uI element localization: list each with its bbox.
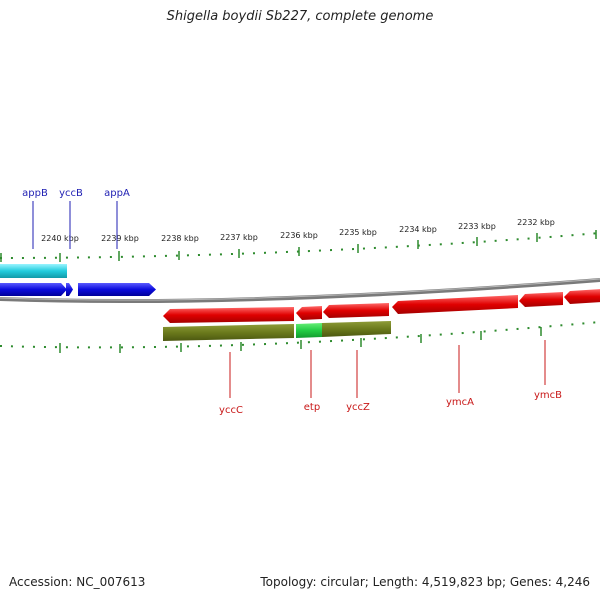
- cds-appB[interactable]: [0, 283, 67, 296]
- scale-label: 2234 kbp: [399, 225, 437, 234]
- cds-etp[interactable]: [296, 306, 322, 320]
- reverse-label-leaders: [229, 340, 546, 398]
- cds-ymcB[interactable]: [519, 292, 563, 307]
- cds-offscreen-right[interactable]: [564, 289, 600, 304]
- lower-tick-ruler: [0, 321, 600, 353]
- accession-label: Accession: NC_007613: [9, 575, 146, 589]
- cds-yccC[interactable]: [163, 307, 294, 323]
- gene-label-etp[interactable]: etp: [304, 402, 320, 413]
- scale-label: 2232 kbp: [517, 218, 555, 227]
- gene-etp[interactable]: [296, 323, 322, 338]
- gene-label-ymcA[interactable]: ymcA: [446, 397, 474, 408]
- gene-label-appA[interactable]: appA: [104, 188, 130, 199]
- page-title: Shigella boydii Sb227, complete genome: [166, 9, 434, 24]
- gene-label-appB[interactable]: appB: [22, 188, 48, 199]
- upper-tick-ruler: [0, 230, 600, 262]
- gene-label-yccZ[interactable]: yccZ: [346, 402, 370, 413]
- reverse-cds-track: [163, 289, 600, 323]
- scale-label: 2237 kbp: [220, 233, 258, 242]
- scale-labels: 2240 kbp 2239 kbp 2238 kbp 2237 kbp 2236…: [41, 218, 555, 243]
- reverse-gene-track: [163, 321, 391, 341]
- scale-label: 2233 kbp: [458, 222, 496, 231]
- forward-feature-track: [0, 264, 67, 278]
- scale-label: 2236 kbp: [280, 231, 318, 240]
- reverse-gene-labels: yccC etp yccZ ymcA ymcB: [219, 390, 562, 416]
- scale-label: 2240 kbp: [41, 234, 79, 243]
- gene-label-ymcB[interactable]: ymcB: [534, 390, 562, 401]
- genome-summary-label: Topology: circular; Length: 4,519,823 bp…: [260, 575, 590, 589]
- genome-backbone: [0, 278, 600, 304]
- lower-ruler-major-ticks: [59, 327, 542, 353]
- gene-label-yccB[interactable]: yccB: [59, 188, 83, 199]
- cds-yccZ[interactable]: [323, 303, 389, 318]
- upper-ruler-major-ticks: [0, 230, 597, 262]
- forward-gene-labels: appB yccB appA: [22, 188, 130, 199]
- feature-appB[interactable]: [0, 264, 67, 278]
- forward-cds-track: [0, 283, 156, 296]
- cds-appA[interactable]: [78, 283, 156, 296]
- gene-yccC[interactable]: [163, 324, 294, 341]
- gene-yccZ[interactable]: [322, 321, 391, 337]
- scale-label: 2238 kbp: [161, 234, 199, 243]
- genome-backbone-highlight: [0, 278, 600, 301]
- cds-yccB[interactable]: [66, 283, 73, 296]
- scale-label: 2239 kbp: [101, 234, 139, 243]
- cds-ymcA[interactable]: [392, 295, 518, 314]
- forward-label-leaders: [32, 201, 118, 249]
- gene-label-yccC[interactable]: yccC: [219, 405, 243, 416]
- scale-label: 2235 kbp: [339, 228, 377, 237]
